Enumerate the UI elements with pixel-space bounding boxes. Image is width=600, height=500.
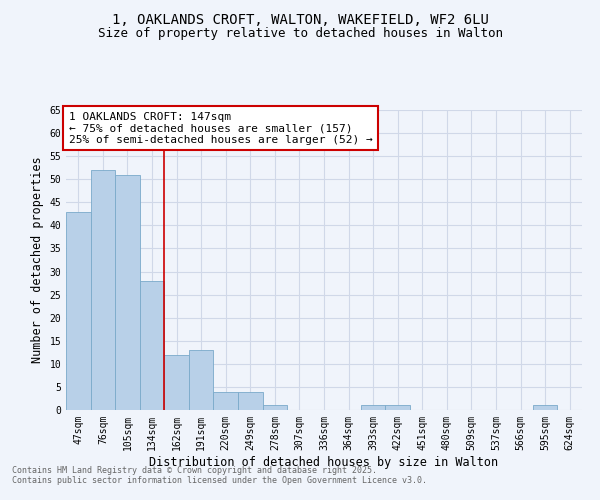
Bar — [361, 406, 385, 410]
Bar — [214, 392, 238, 410]
Text: Contains HM Land Registry data © Crown copyright and database right 2025.
Contai: Contains HM Land Registry data © Crown c… — [12, 466, 427, 485]
Bar — [91, 170, 115, 410]
Bar — [263, 406, 287, 410]
Text: Size of property relative to detached houses in Walton: Size of property relative to detached ho… — [97, 28, 503, 40]
Bar — [66, 212, 91, 410]
Y-axis label: Number of detached properties: Number of detached properties — [31, 156, 44, 364]
Bar — [238, 392, 263, 410]
Text: 1 OAKLANDS CROFT: 147sqm
← 75% of detached houses are smaller (157)
25% of semi-: 1 OAKLANDS CROFT: 147sqm ← 75% of detach… — [68, 112, 373, 144]
Text: 1, OAKLANDS CROFT, WALTON, WAKEFIELD, WF2 6LU: 1, OAKLANDS CROFT, WALTON, WAKEFIELD, WF… — [112, 12, 488, 26]
Bar — [140, 281, 164, 410]
Bar — [189, 350, 214, 410]
X-axis label: Distribution of detached houses by size in Walton: Distribution of detached houses by size … — [149, 456, 499, 468]
Bar — [533, 406, 557, 410]
Bar — [115, 174, 140, 410]
Bar — [164, 354, 189, 410]
Bar — [385, 406, 410, 410]
